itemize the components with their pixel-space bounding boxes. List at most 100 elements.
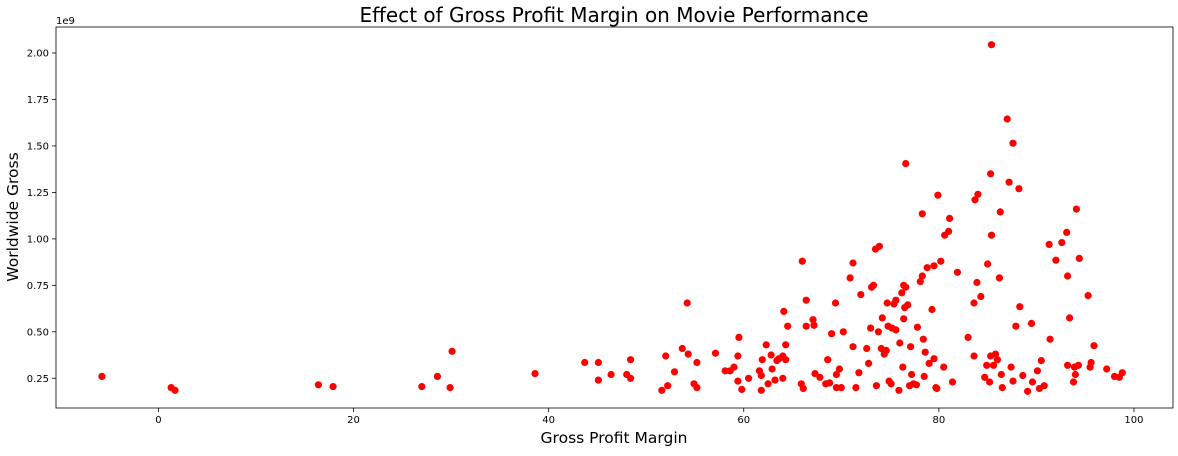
data-point (446, 384, 454, 392)
data-point (771, 376, 779, 384)
data-point (831, 299, 840, 307)
data-point (678, 344, 686, 353)
data-point (948, 378, 957, 386)
data-point (974, 190, 982, 198)
x-tick-label: 80 (933, 415, 946, 426)
data-point (918, 210, 926, 218)
data-point (839, 328, 847, 336)
data-point (824, 356, 832, 364)
data-point (1045, 240, 1053, 248)
data-point (1015, 185, 1023, 193)
data-point (627, 356, 635, 364)
y-tick-label: 1.25 (27, 188, 49, 199)
data-point (758, 356, 766, 364)
data-point (607, 370, 615, 379)
data-point (329, 383, 337, 391)
data-point (811, 370, 819, 378)
data-point (1003, 115, 1011, 123)
data-point (973, 278, 981, 287)
data-point (912, 381, 921, 389)
data-point (1037, 357, 1045, 365)
data-point (531, 370, 539, 378)
data-point (767, 351, 775, 359)
data-point (946, 214, 954, 222)
data-point (768, 365, 776, 373)
data-point (810, 321, 818, 329)
data-point (1069, 378, 1078, 386)
data-point (98, 372, 106, 380)
data-point (934, 191, 942, 199)
data-point (1064, 272, 1072, 280)
data-point (1075, 254, 1083, 262)
data-point (1046, 335, 1054, 343)
data-point (872, 382, 881, 390)
y-tick-label: 1.00 (27, 234, 49, 245)
data-point (855, 369, 863, 377)
data-point (1058, 239, 1066, 247)
data-point (418, 383, 426, 391)
data-point (865, 359, 873, 367)
data-point (925, 359, 933, 367)
data-point (995, 274, 1004, 282)
x-axis-label: Gross Profit Margin (541, 429, 688, 447)
data-point (846, 274, 854, 282)
data-point (928, 305, 936, 314)
y-tick-label: 1.50 (27, 141, 49, 152)
data-point (1052, 256, 1060, 264)
data-point (920, 372, 928, 380)
data-point (711, 349, 720, 357)
data-point (782, 356, 790, 364)
data-point (662, 352, 670, 360)
data-point (798, 257, 806, 265)
data-point (1012, 322, 1020, 330)
data-point (730, 363, 738, 371)
data-point (171, 386, 179, 394)
data-point (802, 296, 810, 304)
y-axis-label: Worldwide Gross (4, 152, 22, 281)
data-point (869, 281, 878, 289)
y-tick-label: 0.75 (27, 281, 49, 292)
data-point (1087, 358, 1095, 367)
data-point (863, 344, 871, 353)
data-point (971, 196, 979, 204)
data-point (779, 374, 787, 382)
data-point (594, 376, 603, 384)
data-point (1027, 319, 1036, 327)
data-point (983, 361, 991, 369)
data-point (837, 384, 845, 392)
data-point (314, 381, 322, 389)
data-point (581, 358, 589, 367)
data-point (857, 291, 865, 299)
data-point (989, 361, 998, 369)
data-point (764, 380, 772, 388)
data-point (802, 322, 810, 330)
x-tick-label: 0 (155, 415, 161, 426)
data-point (984, 260, 992, 268)
data-point (970, 299, 978, 307)
data-point (828, 330, 836, 338)
data-point (892, 296, 900, 304)
data-point (1103, 365, 1111, 373)
data-point (987, 170, 995, 178)
data-point (1040, 382, 1048, 390)
data-point (987, 41, 996, 49)
data-point (874, 328, 883, 336)
data-point (816, 373, 824, 381)
data-point (970, 352, 978, 360)
data-point (892, 326, 900, 334)
y-axis-ticks: 0.25 0.50 0.75 1.00 1.25 1.50 1.75 2.00 (27, 49, 56, 385)
data-point (907, 343, 915, 351)
y-tick-label: 0.25 (27, 374, 49, 385)
data-point (782, 341, 790, 349)
data-point (670, 368, 679, 376)
data-point (902, 160, 910, 168)
x-tick-label: 60 (737, 415, 750, 426)
data-point (735, 333, 743, 341)
data-point (900, 315, 908, 323)
data-point (1063, 228, 1071, 236)
data-point (1024, 387, 1032, 395)
data-point (762, 341, 770, 349)
data-point (1072, 205, 1080, 213)
data-point (930, 262, 938, 270)
data-point (852, 384, 860, 392)
